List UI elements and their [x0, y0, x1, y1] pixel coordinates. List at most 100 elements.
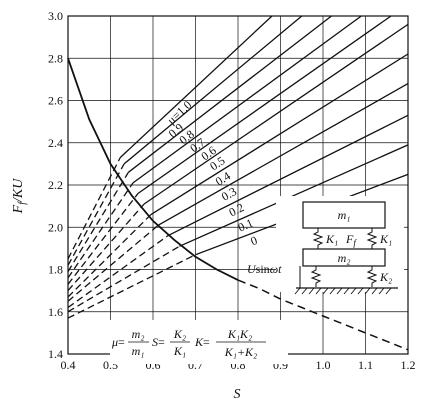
series-lines — [67, 15, 409, 319]
hatch-mark — [301, 287, 308, 295]
formula-box: μ= m₂ m₁ S= K₂ K₁ K= K₁K₂ K₁+K₂ — [110, 320, 288, 364]
formula-K1: K₁ — [173, 344, 186, 358]
series-label: μ=1.0 — [164, 98, 194, 127]
y-tick-label: 2.2 — [48, 178, 63, 192]
formula-K1plusK2: K₁+K₂ — [224, 345, 257, 359]
y-tick-label: 2.8 — [48, 51, 63, 65]
y-tick-label: 1.4 — [48, 347, 63, 361]
mass-m1-block — [302, 201, 386, 229]
spring-k1-right-label: K₁ — [379, 232, 392, 246]
spring-k1-left-label: K₁ — [325, 232, 338, 246]
x-tick-label: 1.2 — [401, 358, 416, 372]
svg-text:μ=: μ= — [111, 335, 125, 349]
force-label-sub: f — [353, 238, 357, 248]
x-axis-label: S — [234, 387, 241, 402]
y-tick-label: 1.8 — [48, 263, 63, 277]
hatch-mark — [357, 287, 364, 295]
series-label: 0.5 — [207, 153, 227, 173]
series-line — [128, 15, 332, 173]
svg-text:Usinωt: Usinωt — [247, 262, 282, 276]
tick-labels: 0.4 0.5 0.6 0.7 0.8 0.9 1.0 1.1 1.21.41.61.82.02… — [48, 9, 416, 372]
series-line — [137, 15, 392, 194]
excitation-U: U — [247, 262, 257, 276]
boundary-curve-solid — [67, 58, 239, 281]
series-label: 0.3 — [219, 184, 239, 204]
series-label: 0.1 — [236, 216, 255, 235]
formula-K1K2: K₁K₂ — [227, 327, 252, 341]
series-line-dashed — [67, 203, 145, 292]
spring-k2-left — [310, 266, 322, 287]
y-tick-label: 2.6 — [48, 94, 63, 108]
series-line — [179, 144, 409, 247]
formula-m2: m₂ — [132, 327, 145, 341]
force-label: F — [345, 232, 354, 246]
series-line-dashed — [67, 193, 139, 285]
y-tick-label: 2.0 — [48, 220, 63, 234]
excitation-omega-t: ωt — [270, 262, 282, 276]
series-line-dashed — [67, 245, 180, 313]
hatch-mark — [385, 287, 392, 295]
svg-text:K=: K= — [194, 335, 210, 349]
series-line-dashed — [67, 163, 125, 266]
grid — [67, 15, 409, 355]
series-line-dashed — [67, 182, 134, 279]
hatch-mark — [308, 287, 315, 295]
series-line — [158, 83, 409, 226]
hatch-mark — [315, 287, 322, 295]
spring-k1-right — [366, 228, 378, 249]
x-tick-label: 1.1 — [358, 358, 373, 372]
y-axis-label-sub: f — [17, 201, 28, 205]
y-axis-label: Ff/KU — [11, 178, 28, 215]
series-line-dashed — [67, 254, 196, 319]
spring-k1-left — [312, 228, 324, 249]
series-line — [119, 15, 273, 158]
spring-k2-right — [366, 266, 378, 287]
series-label: 0.2 — [227, 200, 247, 219]
y-tick-label: 3.0 — [48, 9, 63, 23]
mass-m1-label: m₁ — [338, 208, 351, 222]
hatch-mark — [322, 287, 329, 295]
mass-m2-label: m₂ — [338, 251, 351, 265]
formula-eq-1: = — [118, 335, 125, 349]
hatch-mark — [294, 287, 301, 295]
y-tick-label: 2.4 — [48, 136, 63, 150]
hatch-mark — [350, 287, 357, 295]
series-line-dashed — [67, 224, 159, 302]
series-line — [123, 15, 303, 165]
svg-text:Ff: Ff — [345, 232, 357, 248]
y-axis-label-tail: /KU — [11, 178, 26, 203]
excitation-sin: sin — [256, 262, 270, 276]
x-tick-label: 0.4 — [61, 358, 76, 372]
series-label: 0.4 — [213, 169, 233, 189]
hatch-mark — [336, 287, 343, 295]
y-axis-label-main: F — [11, 204, 26, 214]
x-tick-label: 1.0 — [316, 358, 331, 372]
series-line — [167, 114, 409, 237]
series-line-dashed — [67, 157, 121, 260]
mass-spring-diagram: m₁ K₁ Ff K₁ m₂ Usinωt K₂ — [247, 196, 404, 295]
y-tick-label: 1.6 — [48, 305, 63, 319]
formula-S: S — [152, 335, 158, 349]
boundary-curve — [67, 58, 409, 351]
hatch-mark — [364, 287, 371, 295]
spring-k2-label: K₂ — [379, 270, 392, 284]
hatch-mark — [329, 287, 336, 295]
series-labels: μ=1.00.90.80.70.60.50.40.30.20.10 — [164, 98, 259, 248]
formula-K: K — [194, 335, 204, 349]
series-line-dashed — [67, 214, 152, 298]
formula-mu: μ — [111, 335, 118, 349]
boundary-curve-dashed — [237, 279, 409, 351]
formula-m1: m₁ — [132, 344, 145, 358]
hatch-mark — [378, 287, 385, 295]
svg-text:S=: S= — [152, 335, 165, 349]
series-line — [143, 23, 409, 205]
hatch-mark — [371, 287, 378, 295]
ground-hatch — [294, 287, 392, 295]
series-line — [132, 15, 362, 184]
hatch-mark — [343, 287, 350, 295]
series-line-dashed — [67, 235, 169, 309]
formula-eq-2: = — [158, 335, 165, 349]
series-line — [150, 53, 409, 216]
series-line-dashed — [67, 171, 129, 272]
